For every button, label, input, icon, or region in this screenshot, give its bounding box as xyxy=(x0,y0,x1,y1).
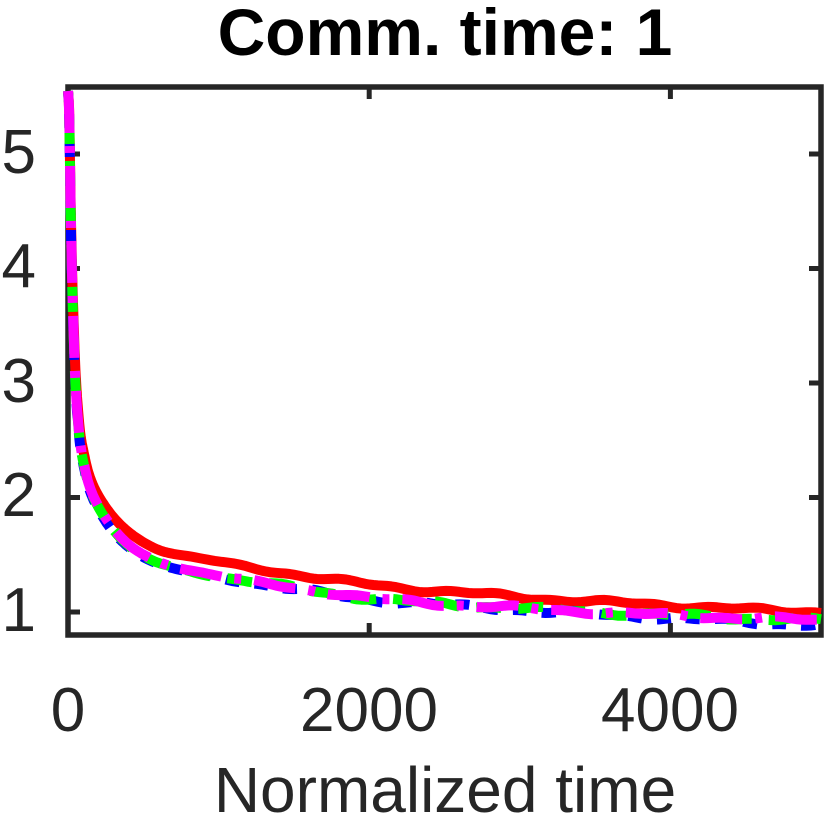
x-tick-label-0: 0 xyxy=(50,676,86,745)
y-tick-label-1: 1 xyxy=(1,575,36,645)
y-tick-label-5: 5 xyxy=(1,117,36,187)
x-tick-label-2000: 2000 xyxy=(300,676,438,745)
series-line-0000ff xyxy=(63,87,824,631)
x-axis-label: Normalized time xyxy=(213,754,677,826)
x-tick-label-4000: 4000 xyxy=(601,676,739,745)
series-line-ff0000 xyxy=(63,87,824,618)
y-tick-label-4: 4 xyxy=(1,231,36,301)
y-tick-label-3: 3 xyxy=(1,346,36,416)
y-tick-label-2: 2 xyxy=(1,460,36,530)
series-line-00ff00 xyxy=(63,87,824,626)
axes-box xyxy=(65,84,824,638)
series-line-ff00ff xyxy=(63,87,824,625)
chart-title: Comm. time: 1 xyxy=(217,0,673,69)
